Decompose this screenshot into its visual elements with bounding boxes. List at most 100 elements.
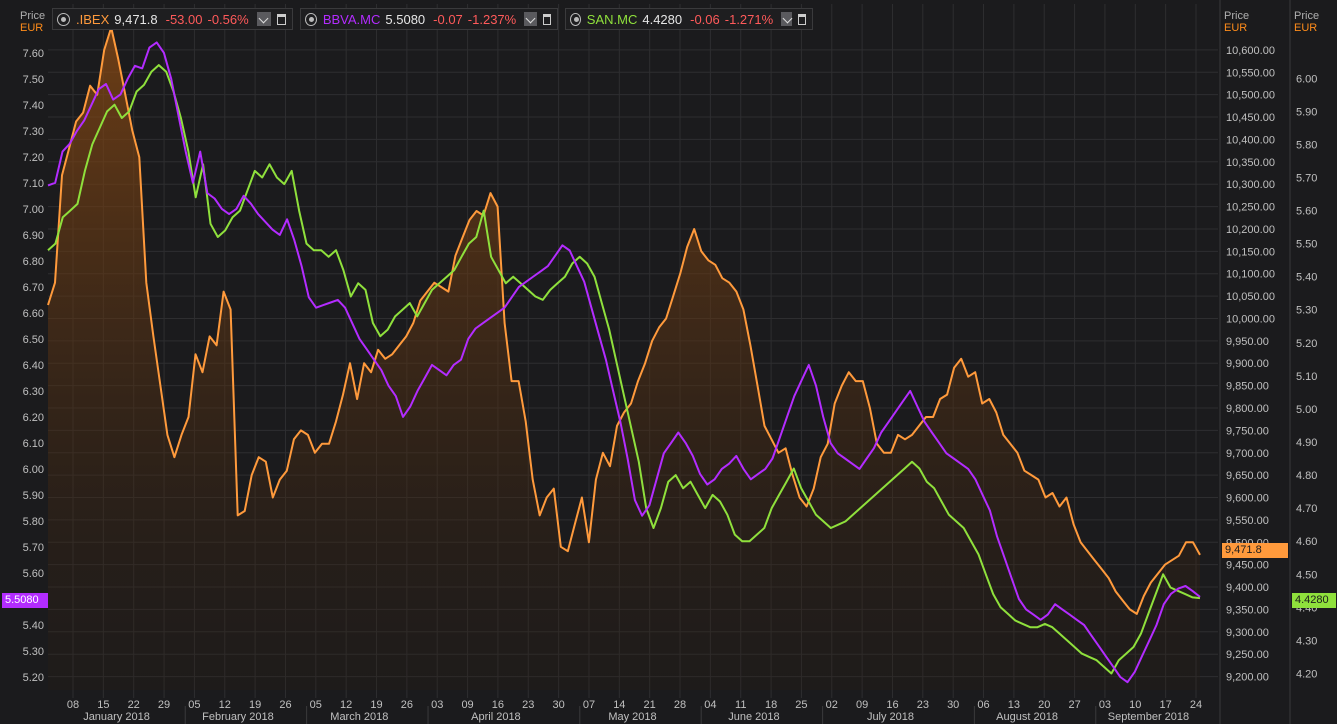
chevron-down-icon[interactable]	[781, 12, 793, 26]
right-inner-axis-tick-label: 10,300.00	[1226, 179, 1275, 191]
right-outer-axis-tick-label: 5.70	[1296, 172, 1317, 184]
x-tick-label: 04	[704, 699, 716, 711]
x-tick-label: 26	[401, 699, 413, 711]
right-outer-axis-tick-label: 5.80	[1296, 139, 1317, 151]
right-inner-axis-tick-label: 10,050.00	[1226, 291, 1275, 303]
right-outer-axis-tick-label: 5.20	[1296, 338, 1317, 350]
right-inner-axis-tick-label: 10,100.00	[1226, 269, 1275, 281]
right-inner-axis-tick-label: 10,600.00	[1226, 45, 1275, 57]
left-axis-header: Price EUR	[20, 10, 45, 34]
bbva-line	[47, 41, 1201, 684]
x-tick-label: 05	[310, 699, 322, 711]
chevron-down-icon[interactable]	[256, 12, 271, 26]
axes-layer: 08 15 22 29 05 12 19 26 05 12 19 26 03 09 16 23 30 07 14 21…	[23, 0, 1317, 724]
right-inner-axis-tick-label: 10,000.00	[1226, 313, 1275, 325]
left-axis-tick-label: 5.40	[23, 620, 44, 632]
legend-price: 4.4280	[642, 11, 683, 27]
trash-icon[interactable]	[798, 13, 806, 25]
right-inner-axis-tick-label: 9,300.00	[1226, 627, 1269, 639]
x-tick-label: 02	[826, 699, 838, 711]
x-tick-label: 11	[735, 699, 746, 711]
left-axis-tick-label: 7.30	[23, 126, 44, 138]
right-inner-axis-tick-label: 9,550.00	[1226, 515, 1269, 527]
x-tick-label: 24	[1190, 699, 1202, 711]
x-tick-label: 29	[158, 699, 170, 711]
month-label: April 2018	[471, 711, 521, 723]
x-tick-label: 07	[583, 699, 595, 711]
left-axis-tick-label: 6.30	[23, 386, 44, 398]
x-tick-label: 25	[795, 699, 807, 711]
legend-symbol: .IBEX	[76, 11, 110, 27]
right-outer-axis-tick-label: 5.00	[1296, 404, 1317, 416]
left-axis-tick-label: 6.70	[23, 282, 44, 294]
axis-header-label: Price	[1224, 10, 1250, 22]
right-inner-axis-tick-label: 9,950.00	[1226, 336, 1269, 348]
left-axis-tick-label: 5.30	[23, 646, 44, 658]
x-tick-label: 21	[644, 699, 656, 711]
legend-price: 9,471.8	[114, 11, 158, 27]
trash-icon[interactable]	[542, 13, 551, 25]
legend-change: -0.06	[690, 11, 720, 27]
axis-header-unit: EUR	[1224, 22, 1248, 34]
x-tick-label: 06	[977, 699, 989, 711]
right-inner-axis-tick-label: 9,700.00	[1226, 448, 1269, 460]
axis-header-label: Price	[1294, 10, 1320, 22]
left-axis-tick-label: 5.90	[23, 490, 44, 502]
month-label: May 2018	[608, 711, 656, 723]
left-axis-tick-label: 6.60	[23, 308, 44, 320]
right-outer-axis-tick-label: 6.00	[1296, 73, 1317, 85]
chevron-down-icon[interactable]	[524, 12, 537, 26]
legend-price: 5.5080	[385, 11, 426, 27]
legend-bbva[interactable]: BBVA.MC 5.5080 -0.07 -1.237%	[300, 8, 558, 30]
legend-san[interactable]: SAN.MC 4.4280 -0.06 -1.271%	[565, 8, 813, 30]
axis-header-unit: EUR	[20, 22, 44, 34]
left-axis-tick-label: 7.20	[23, 152, 44, 164]
right-inner-axis-tick-label: 9,650.00	[1226, 470, 1269, 482]
x-tick-label: 20	[1038, 699, 1050, 711]
left-axis-tick-label: 5.60	[23, 568, 44, 580]
visibility-eye-icon[interactable]	[305, 12, 317, 26]
month-label: February 2018	[202, 711, 274, 723]
left-axis-tick-label: 6.50	[23, 334, 44, 346]
x-tick-label: 23	[917, 699, 929, 711]
x-tick-label: 03	[431, 699, 443, 711]
ibex-last-tag: 9,471.8	[1222, 543, 1288, 558]
left-axis-tick-label: 5.80	[23, 516, 44, 528]
right-outer-axis-tick-label: 5.40	[1296, 272, 1317, 284]
x-tick-label: 15	[97, 699, 109, 711]
legend-pct: -0.56%	[207, 11, 249, 27]
x-tick-label: 16	[886, 699, 898, 711]
san-line	[47, 64, 1201, 675]
visibility-eye-icon[interactable]	[57, 12, 70, 26]
trash-icon[interactable]	[276, 13, 286, 25]
month-label: June 2018	[728, 711, 779, 723]
ibex-area	[48, 27, 1200, 690]
right-inner-axis-tick-label: 9,350.00	[1226, 604, 1269, 616]
right-inner-axis-tick-label: 10,450.00	[1226, 112, 1275, 124]
left-axis-tick-label: 6.20	[23, 412, 44, 424]
x-tick-label: 08	[67, 699, 79, 711]
visibility-eye-icon[interactable]	[570, 12, 581, 26]
left-axis-tick-label: 7.60	[23, 48, 44, 60]
x-tick-label: 18	[765, 699, 777, 711]
left-axis-tick-label: 5.70	[23, 542, 44, 554]
right-inner-axis-tick-label: 10,200.00	[1226, 224, 1275, 236]
x-tick-label: 17	[1160, 699, 1172, 711]
legend-pct: -1.271%	[724, 11, 774, 27]
left-axis-tick-label: 7.40	[23, 100, 44, 112]
legend-symbol: BBVA.MC	[322, 11, 381, 27]
left-axis-tick-label: 6.80	[23, 256, 44, 268]
legend-ibex[interactable]: .IBEX 9,471.8 -53.00 -0.56%	[52, 8, 293, 30]
left-axis-tick-label: 6.90	[23, 230, 44, 242]
right-inner-axis-tick-label: 9,450.00	[1226, 560, 1269, 572]
right-outer-axis-tick-label: 5.50	[1296, 239, 1317, 251]
legend-change: -53.00	[165, 11, 203, 27]
month-label: August 2018	[996, 711, 1058, 723]
x-tick-label: 12	[219, 699, 231, 711]
left-axis-tick-label: 7.50	[23, 74, 44, 86]
x-tick-label: 23	[522, 699, 534, 711]
x-tick-label: 12	[340, 699, 352, 711]
x-tick-label: 22	[128, 699, 140, 711]
x-tick-label: 03	[1099, 699, 1111, 711]
